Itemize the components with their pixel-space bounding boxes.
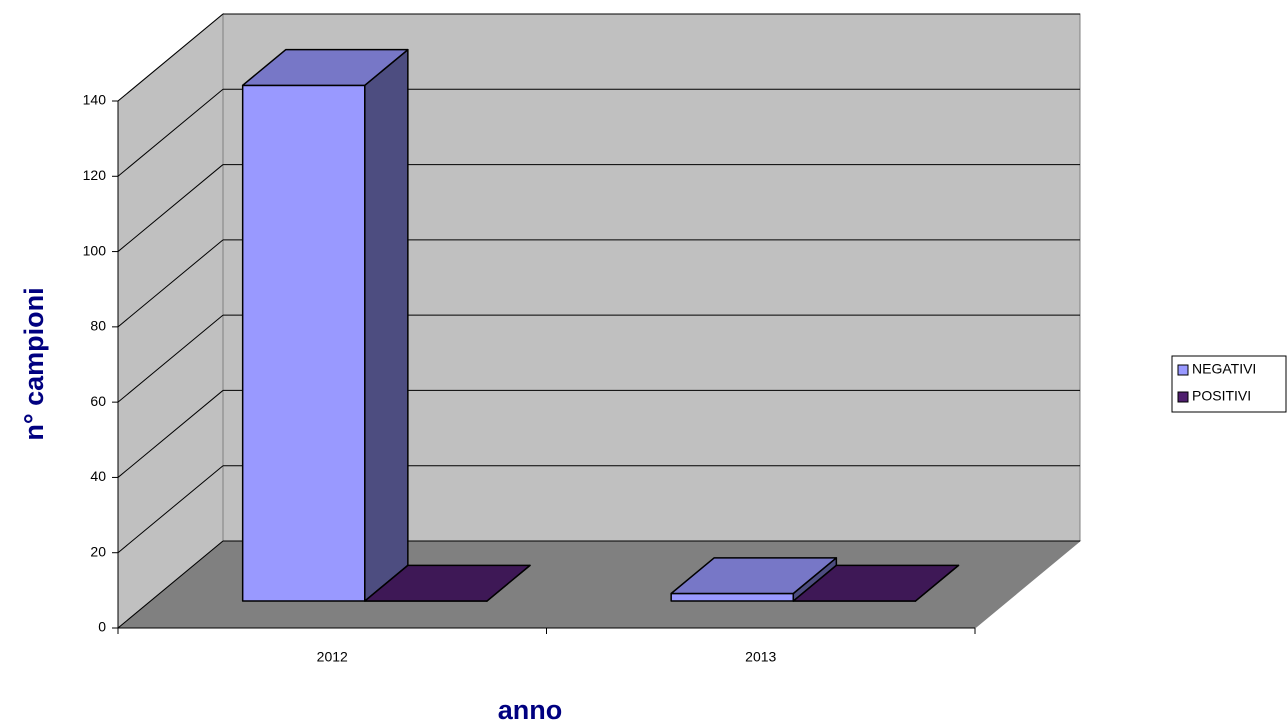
x-axis-title: anno bbox=[498, 695, 563, 725]
y-tick-label: 20 bbox=[90, 543, 106, 559]
legend-box bbox=[1171, 355, 1287, 413]
y-tick-label: 100 bbox=[83, 242, 107, 258]
x-tick-label: 2013 bbox=[745, 649, 776, 665]
grid-line bbox=[117, 239, 224, 328]
bar-top bbox=[364, 564, 531, 602]
bar-side bbox=[364, 48, 409, 602]
grid-line bbox=[117, 465, 224, 554]
legend-label: POSITIVI bbox=[1192, 388, 1251, 404]
legend-label: NEGATIVI bbox=[1192, 361, 1256, 377]
grid-line bbox=[117, 314, 224, 403]
bar-front bbox=[241, 84, 366, 602]
legend-swatch bbox=[1177, 364, 1189, 376]
y-tick-label: 60 bbox=[90, 393, 106, 409]
grid-line bbox=[117, 13, 224, 102]
grid-line bbox=[117, 390, 224, 478]
side-wall bbox=[117, 12, 224, 630]
grid-line bbox=[117, 164, 224, 252]
grid-line bbox=[117, 88, 224, 177]
y-tick-label: 120 bbox=[83, 167, 107, 183]
bar-front bbox=[670, 592, 795, 602]
y-tick-label: 80 bbox=[90, 318, 106, 334]
bar-top bbox=[241, 48, 409, 87]
grid-line bbox=[117, 540, 224, 629]
x-tick-label: 2012 bbox=[317, 649, 348, 665]
bar-top bbox=[792, 564, 960, 602]
legend-swatch bbox=[1177, 391, 1189, 403]
y-tick-label: 0 bbox=[98, 619, 106, 635]
y-tick-label: 40 bbox=[90, 468, 106, 484]
bar-top bbox=[670, 557, 838, 595]
y-tick-label: 140 bbox=[83, 92, 107, 108]
y-axis-title: n° campioni bbox=[19, 287, 49, 440]
